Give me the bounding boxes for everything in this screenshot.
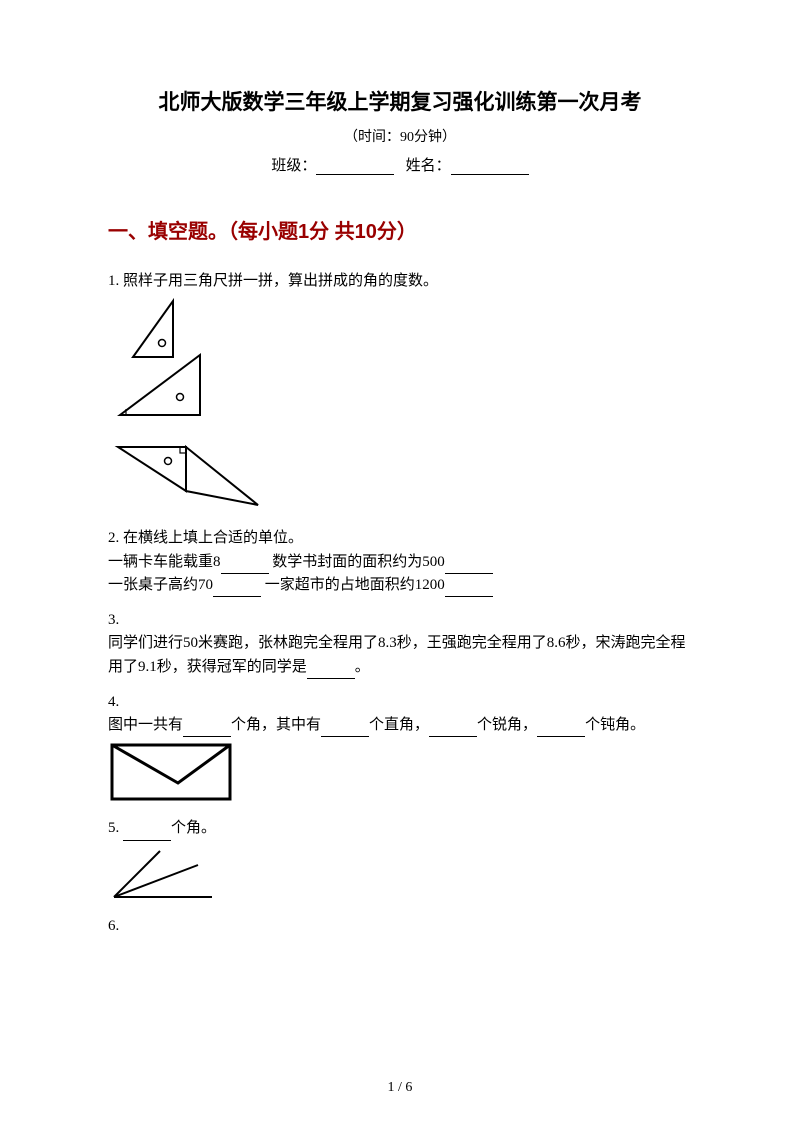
blank: [123, 827, 171, 841]
envelope-shape: [108, 741, 236, 805]
q4-b: 个角，其中有: [231, 717, 321, 733]
q2-line2a: 一张桌子高约70: [108, 577, 213, 593]
name-blank: [451, 161, 529, 175]
triangle-ruler-fig-1: [108, 297, 238, 427]
question-6: 6.: [108, 915, 692, 938]
blank: [183, 723, 231, 737]
section-1-title: 一、填空题。（每小题1分 共10分）: [108, 215, 692, 244]
question-2: 2. 在横线上填上合适的单位。 一辆卡车能载重8 数学书封面的面积约为500 一…: [108, 527, 692, 597]
blank: [213, 583, 261, 597]
q5-num: 5.: [108, 820, 123, 836]
question-3: 3. 同学们进行50米赛跑，张林跑完全程用了8.3秒，王强跑完全程用了8.6秒，…: [108, 609, 692, 679]
page-content: 北师大版数学三年级上学期复习强化训练第一次月考 （时间：90分钟） 班级： 姓名…: [0, 0, 800, 938]
blank: [221, 560, 269, 574]
q4-c: 个直角，: [369, 717, 429, 733]
page-number: 1 / 6: [0, 1080, 800, 1096]
name-label: 姓名：: [406, 158, 451, 174]
q1-text: 照样子用三角尺拼一拼，算出拼成的角的度数。: [123, 273, 438, 289]
q4-figure: [108, 741, 692, 805]
q6-num: 6.: [108, 918, 119, 934]
question-4: 4. 图中一共有 个角，其中有 个直角， 个锐角， 个钝角。: [108, 691, 692, 806]
question-1: 1. 照样子用三角尺拼一拼，算出拼成的角的度数。: [108, 270, 692, 515]
q4-d: 个锐角，: [477, 717, 537, 733]
q3-text-b: 。: [355, 659, 370, 675]
question-5: 5. 个角。: [108, 817, 692, 902]
blank: [445, 583, 493, 597]
blank: [307, 665, 355, 679]
q3-text-a: 同学们进行50米赛跑，张林跑完全程用了8.3秒，王强跑完全程用了8.6秒，宋涛跑…: [108, 635, 686, 674]
q2-line2b: 一家超市的占地面积约1200: [261, 577, 445, 593]
blank: [321, 723, 369, 737]
angle-rays: [108, 845, 218, 903]
q3-num: 3.: [108, 612, 119, 628]
q1-figure-1: [108, 297, 692, 427]
class-blank: [316, 161, 394, 175]
q4-a: 图中一共有: [108, 717, 183, 733]
triangle-ruler-fig-2: [108, 437, 268, 515]
q2-text: 在横线上填上合适的单位。: [123, 530, 303, 546]
q5-figure: [108, 845, 692, 903]
q5-text: 个角。: [171, 820, 216, 836]
blank: [537, 723, 585, 737]
q1-figure-2: [108, 437, 692, 515]
blank: [429, 723, 477, 737]
q2-num: 2.: [108, 530, 123, 546]
class-label: 班级：: [271, 158, 316, 174]
page-title: 北师大版数学三年级上学期复习强化训练第一次月考: [108, 86, 692, 116]
time-info: （时间：90分钟）: [108, 126, 692, 146]
q4-e: 个钝角。: [585, 717, 645, 733]
q2-line1a: 一辆卡车能载重8: [108, 554, 221, 570]
q2-line1b: 数学书封面的面积约为500: [269, 554, 445, 570]
student-info: 班级： 姓名：: [108, 154, 692, 175]
blank: [445, 560, 493, 574]
q1-num: 1.: [108, 273, 123, 289]
q4-num: 4.: [108, 694, 119, 710]
